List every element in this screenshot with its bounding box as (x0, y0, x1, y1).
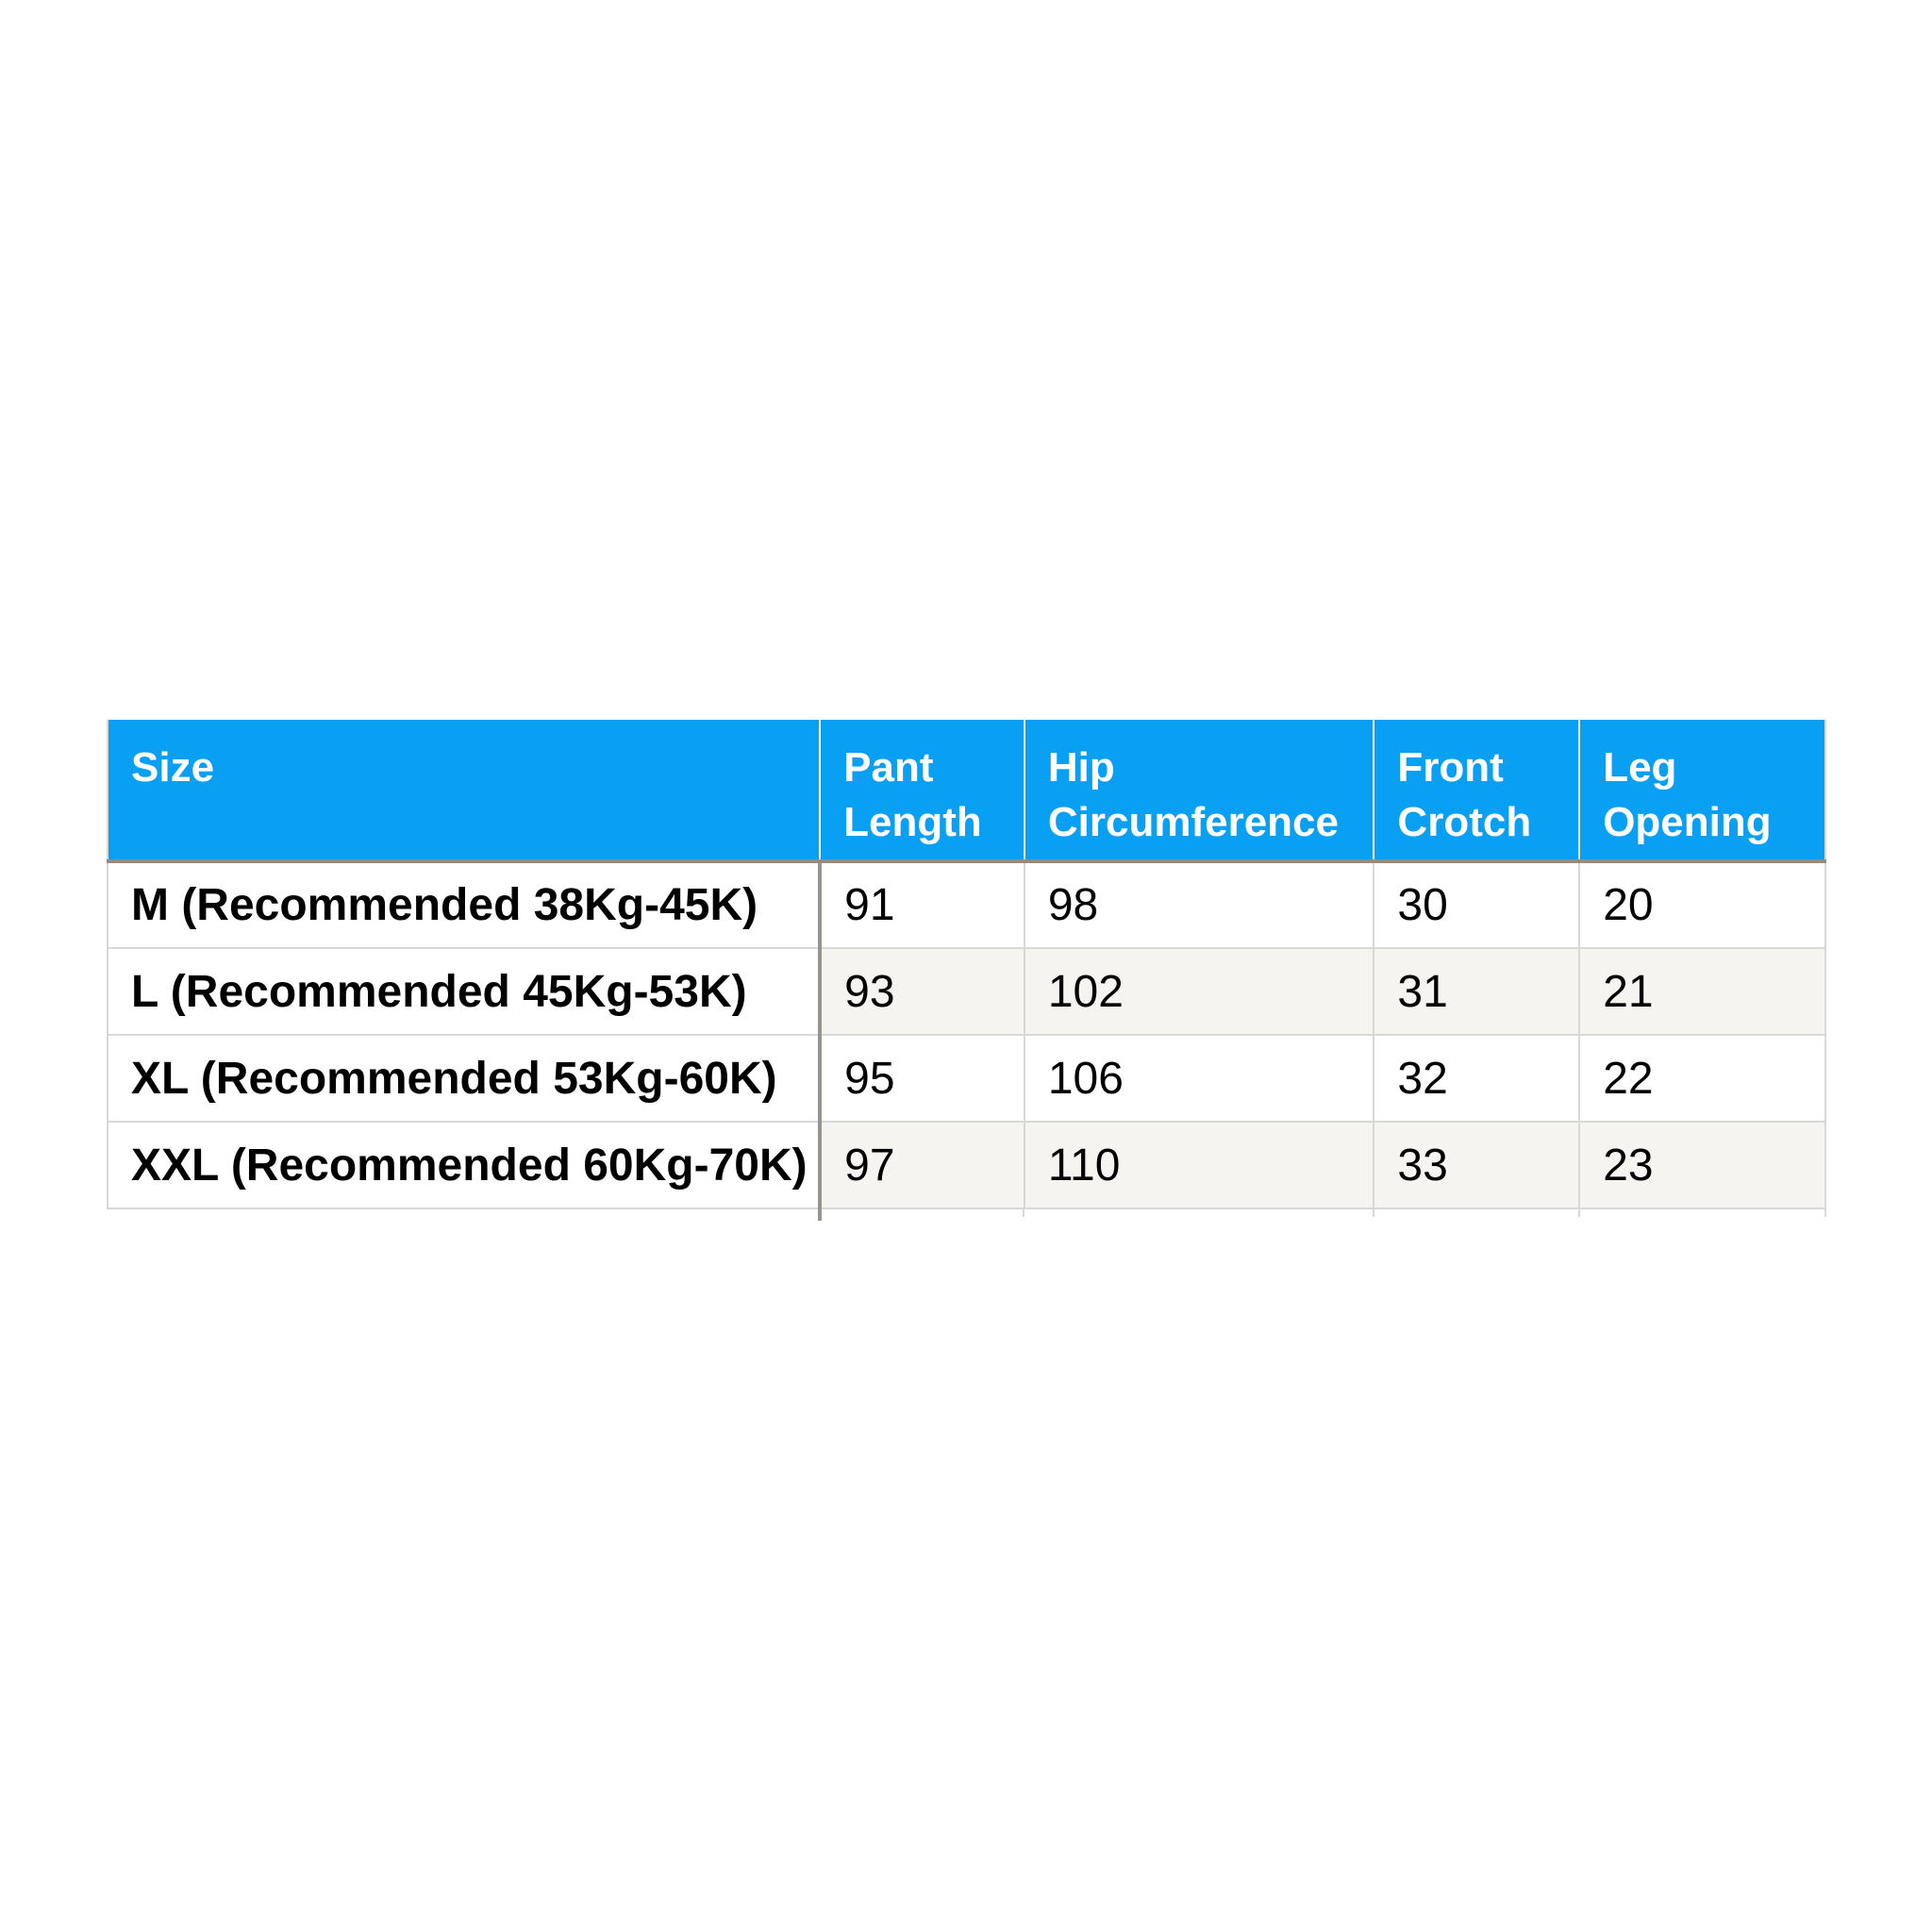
size-chart-container: Size Pant Length Hip Circumference Front… (107, 720, 1826, 1221)
front-crotch-value: 32 (1373, 1035, 1580, 1123)
front-crotch-value: 30 (1373, 861, 1580, 949)
pant-length-value: 97 (819, 1122, 1024, 1209)
table-row-l: L (Recommended 45Kg-53K) 93 102 31 21 (108, 948, 1825, 1036)
column-header-front-crotch: Front Crotch (1373, 720, 1580, 863)
size-label: M (Recommended 38Kg-45K) (108, 861, 823, 949)
leg-opening-value: 22 (1578, 1035, 1825, 1123)
size-chart-header: Size Pant Length Hip Circumference Front… (108, 720, 1825, 863)
size-chart-body: M (Recommended 38Kg-45K) 91 98 30 20 L (… (108, 861, 1825, 1209)
column-divider-remnant (1373, 1209, 1374, 1217)
hip-circumference-value: 106 (1023, 1035, 1374, 1123)
hip-circumference-value: 98 (1023, 861, 1374, 949)
column-header-hip-circumference: Hip Circumference (1023, 720, 1374, 863)
table-row-m: M (Recommended 38Kg-45K) 91 98 30 20 (108, 861, 1825, 949)
column-divider-remnant (818, 1209, 822, 1221)
hip-circumference-value: 102 (1023, 948, 1374, 1036)
column-header-leg-opening: Leg Opening (1578, 720, 1825, 863)
pant-length-value: 95 (819, 1035, 1024, 1123)
pant-length-value: 93 (819, 948, 1024, 1036)
column-header-size: Size (108, 720, 821, 863)
leg-opening-value: 23 (1578, 1122, 1825, 1209)
table-row-xl: XL (Recommended 53Kg-60K) 95 106 32 22 (108, 1035, 1825, 1123)
column-divider-remnant (1824, 1209, 1826, 1217)
size-label: XL (Recommended 53Kg-60K) (108, 1035, 823, 1123)
table-row-xxl: XXL (Recommended 60Kg-70K) 97 110 33 23 (108, 1122, 1825, 1209)
size-chart-table: Size Pant Length Hip Circumference Front… (107, 720, 1826, 1209)
column-divider-remnant (1023, 1209, 1024, 1217)
column-header-pant-length: Pant Length (819, 720, 1024, 863)
size-label: XXL (Recommended 60Kg-70K) (108, 1122, 823, 1209)
column-divider-remnant (1578, 1209, 1580, 1217)
pant-length-value: 91 (819, 861, 1024, 949)
leg-opening-value: 21 (1578, 948, 1825, 1036)
front-crotch-value: 31 (1373, 948, 1580, 1036)
hip-circumference-value: 110 (1023, 1122, 1374, 1209)
leg-opening-value: 20 (1578, 861, 1825, 949)
header-row: Size Pant Length Hip Circumference Front… (108, 720, 1825, 863)
size-label: L (Recommended 45Kg-53K) (108, 948, 823, 1036)
front-crotch-value: 33 (1373, 1122, 1580, 1209)
clipped-next-row-borders (107, 1209, 1826, 1223)
